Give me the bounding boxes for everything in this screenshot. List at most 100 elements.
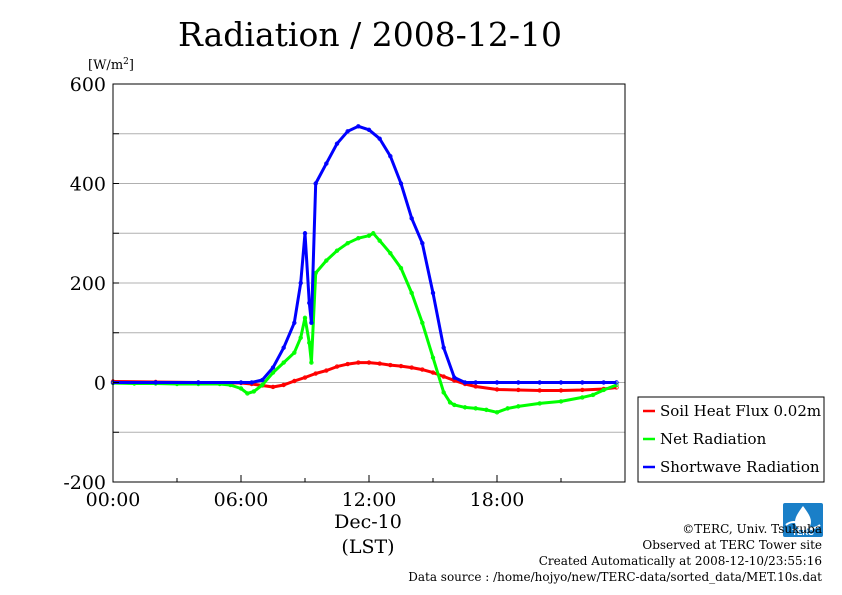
- data-point: [356, 236, 361, 241]
- x-tick-label: 18:00: [470, 489, 525, 511]
- data-point: [260, 382, 265, 388]
- data-point: [270, 365, 276, 370]
- data-point: [398, 265, 404, 271]
- data-point: [302, 315, 308, 321]
- x-tick-label: 00:00: [86, 489, 141, 511]
- data-point: [537, 380, 542, 385]
- data-point: [409, 216, 414, 221]
- data-point: [398, 181, 404, 186]
- data-point: [292, 320, 297, 325]
- data-point: [334, 141, 340, 146]
- data-point: [377, 238, 382, 243]
- data-point: [558, 380, 564, 385]
- series-lines: [110, 124, 619, 415]
- y-tick-label: 400: [70, 174, 106, 196]
- data-point: [494, 380, 500, 385]
- data-point: [420, 367, 425, 372]
- data-point: [558, 388, 564, 393]
- data-point: [196, 380, 201, 385]
- data-point: [307, 340, 312, 345]
- data-point: [494, 387, 500, 392]
- legend-label: Shortwave Radiation: [660, 458, 820, 476]
- footer-info: ©TERC, Univ. Tsukuba Observed at TERC To…: [408, 521, 822, 585]
- x-axis-title: (LST): [341, 536, 394, 558]
- data-point: [345, 361, 350, 367]
- data-point: [251, 389, 256, 394]
- data-point: [388, 362, 393, 368]
- data-point: [334, 248, 340, 253]
- y-tick-label: 600: [70, 74, 106, 96]
- data-point: [238, 380, 244, 385]
- data-point: [345, 240, 350, 246]
- data-point: [430, 290, 436, 296]
- legend-label: Soil Heat Flux 0.02m: [660, 402, 821, 420]
- data-point: [430, 370, 436, 375]
- data-point: [270, 384, 276, 390]
- data-point: [307, 300, 312, 306]
- data-point: [356, 124, 361, 129]
- data-point: [281, 345, 286, 350]
- data-point: [558, 399, 564, 404]
- data-point: [298, 335, 303, 340]
- data-point: [441, 390, 446, 395]
- data-point: [270, 370, 276, 375]
- data-point: [153, 380, 158, 385]
- data-point: [441, 345, 446, 350]
- x-axis-ticks: 00:00 06:00 12:00 18:00: [86, 475, 626, 511]
- data-point: [516, 404, 521, 409]
- data-point: [260, 377, 265, 383]
- legend-box: [637, 396, 825, 483]
- y-tick-label: 0: [94, 373, 106, 395]
- data-point: [366, 360, 372, 365]
- data-point: [366, 233, 372, 238]
- legend: Soil Heat Flux 0.02m Net Radiation Shortwa…: [637, 396, 825, 483]
- y-axis-ticks: -200 0 200 400 600: [63, 74, 119, 494]
- data-point: [371, 231, 376, 236]
- footer-site: Observed at TERC Tower site: [642, 538, 822, 552]
- data-point: [409, 365, 414, 370]
- data-point: [309, 320, 314, 325]
- data-point: [309, 360, 314, 365]
- series-line: [112, 231, 618, 414]
- series-line: [112, 361, 617, 392]
- data-point: [324, 258, 329, 263]
- data-point: [516, 380, 521, 385]
- data-point: [409, 290, 414, 296]
- data-point: [601, 380, 606, 385]
- data-point: [505, 406, 510, 411]
- chart-title: Radiation / 2008-12-10: [178, 15, 562, 54]
- data-point: [281, 382, 286, 388]
- footer-created: Created Automatically at 2008-12-10/23:5…: [538, 554, 822, 568]
- legend-entries: Soil Heat Flux 0.02m Net Radiation Shortwa…: [643, 402, 821, 476]
- data-point: [580, 395, 585, 400]
- terc-logo-icon: TERC: [783, 503, 823, 537]
- data-point: [494, 410, 500, 415]
- data-point: [420, 240, 425, 246]
- x-axis-date-label: Dec-10: [334, 511, 402, 533]
- grid-lines: [113, 133, 625, 433]
- series-line: [113, 124, 617, 384]
- footer-source: Data source : /home/hojyo/new/TERC-data/…: [408, 570, 822, 584]
- y-tick-label: -200: [63, 472, 106, 494]
- data-point: [366, 127, 372, 132]
- data-point: [452, 402, 457, 408]
- footer-copyright: ©TERC, Univ. Tsukuba: [682, 522, 822, 536]
- data-point: [302, 231, 308, 236]
- data-point: [345, 129, 350, 134]
- data-point: [313, 181, 318, 186]
- x-tick-label: 12:00: [342, 489, 397, 511]
- data-point: [420, 320, 425, 325]
- data-point: [238, 386, 244, 391]
- data-point: [537, 401, 542, 406]
- data-point: [580, 380, 585, 385]
- logo-text: TERC: [792, 528, 814, 537]
- data-point: [377, 136, 382, 141]
- data-point: [452, 375, 457, 380]
- data-point: [324, 161, 329, 166]
- data-point: [245, 391, 250, 396]
- data-point: [473, 406, 478, 411]
- data-point: [281, 360, 286, 365]
- data-point: [462, 380, 468, 385]
- data-point: [462, 405, 468, 410]
